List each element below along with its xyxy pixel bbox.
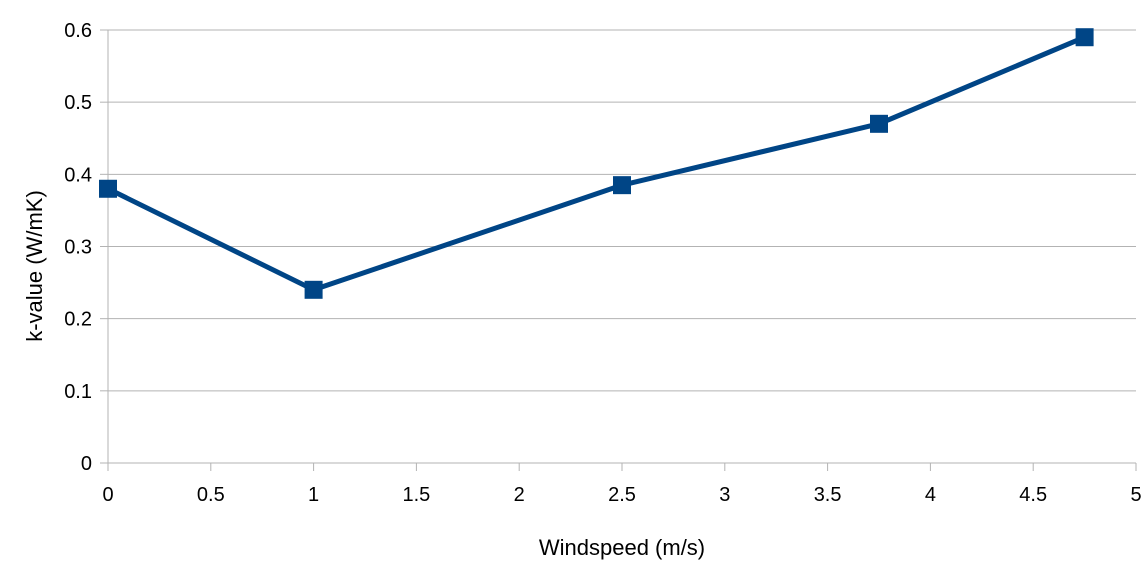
y-tick-label: 0.1: [64, 381, 92, 403]
y-tick-label: 0: [81, 453, 92, 475]
y-tick-label: 0.4: [64, 164, 92, 186]
x-tick-label: 1: [308, 484, 319, 506]
series-layer: [99, 28, 1094, 299]
series-line: [105, 34, 1088, 293]
x-tick-label: 2.5: [608, 484, 636, 506]
x-tick-label: 3: [719, 484, 730, 506]
x-tick-label: 0.5: [197, 484, 225, 506]
y-axis-title: k-value (W/mK): [22, 190, 47, 342]
data-point-marker: [613, 176, 631, 195]
x-tick-label: 4: [925, 484, 936, 506]
y-tick-label: 0.2: [64, 309, 92, 331]
data-point-marker: [1075, 28, 1094, 47]
data-point-marker: [870, 114, 888, 133]
axes: [100, 29, 1137, 471]
tick-labels: 0 0.1 0.2 0.3 0.4 0.5 0.6 0 0.5 1 1.5 2 2.5 3 3.5 4 4.5 5: [64, 20, 1141, 506]
x-tick-label: 1.5: [402, 484, 430, 506]
x-tick-label: 4.5: [1019, 484, 1047, 506]
grid-lines: [108, 29, 1136, 392]
data-point-marker: [99, 179, 117, 198]
data-point-marker: [304, 280, 323, 299]
x-tick-label: 2: [514, 484, 525, 506]
x-axis-title: Windspeed (m/s): [539, 535, 705, 560]
y-tick-label: 0.3: [64, 237, 92, 259]
y-tick-label: 0.5: [64, 92, 92, 114]
x-tick-label: 3.5: [814, 484, 842, 506]
x-tick-label: 0: [102, 484, 113, 506]
x-tick-label: 5: [1130, 484, 1141, 506]
y-tick-label: 0.6: [64, 20, 92, 42]
